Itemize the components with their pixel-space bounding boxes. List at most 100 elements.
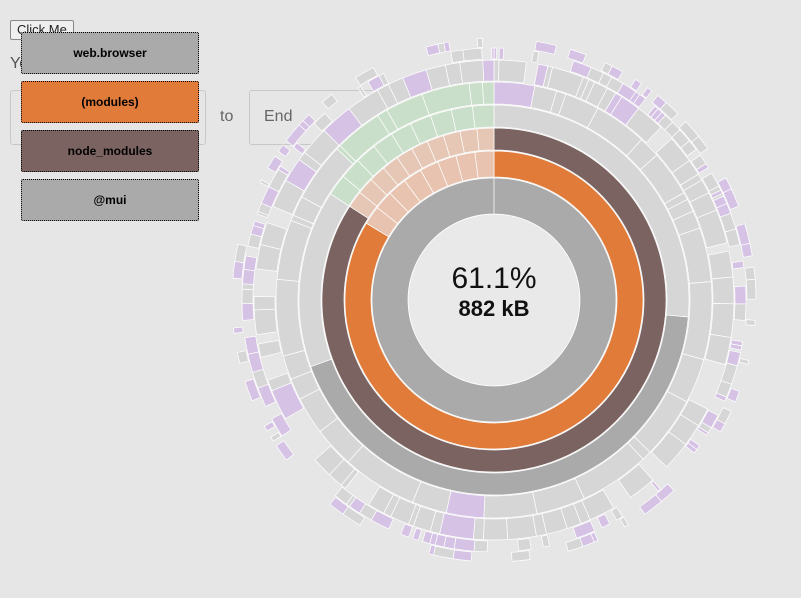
sunburst-segment[interactable] bbox=[639, 494, 662, 515]
sunburst-segment[interactable] bbox=[445, 490, 486, 519]
sunburst-segment[interactable] bbox=[244, 335, 260, 355]
sunburst-segment[interactable] bbox=[498, 47, 505, 60]
sunburst-segment[interactable] bbox=[357, 85, 367, 98]
sunburst-segment[interactable] bbox=[400, 523, 413, 538]
sunburst-segment[interactable] bbox=[691, 135, 709, 155]
breadcrumb[interactable]: (modules) bbox=[21, 81, 199, 123]
sunburst-segment[interactable] bbox=[685, 442, 698, 454]
sunburst-segment[interactable] bbox=[641, 87, 653, 99]
sunburst-segment[interactable] bbox=[498, 59, 527, 84]
sunburst-segment[interactable] bbox=[452, 549, 473, 562]
sunburst-segment[interactable] bbox=[714, 392, 727, 402]
sunburst-segment[interactable] bbox=[483, 518, 509, 541]
breadcrumb[interactable]: @mui bbox=[21, 179, 199, 221]
sunburst-segment[interactable] bbox=[257, 339, 282, 358]
sunburst-segment[interactable] bbox=[482, 81, 495, 105]
sunburst-segment[interactable] bbox=[267, 372, 292, 392]
sunburst-segment[interactable] bbox=[483, 491, 538, 519]
sunburst-segment[interactable] bbox=[275, 440, 295, 461]
sunburst-segment[interactable] bbox=[680, 140, 697, 157]
sunburst-segment[interactable] bbox=[253, 308, 278, 336]
sunburst-segment[interactable] bbox=[334, 486, 354, 505]
sunburst-segment[interactable] bbox=[618, 463, 654, 498]
sunburst-segment[interactable] bbox=[630, 79, 642, 92]
sunburst-segment[interactable] bbox=[468, 81, 484, 106]
sunburst-segment[interactable] bbox=[450, 49, 465, 63]
sunburst-segment[interactable] bbox=[724, 228, 741, 248]
sunburst-segment[interactable] bbox=[313, 112, 333, 132]
sunburst-segment[interactable] bbox=[368, 486, 394, 514]
sunburst-segment[interactable] bbox=[439, 512, 476, 540]
sunburst-segment[interactable] bbox=[650, 480, 661, 492]
breadcrumb[interactable]: node_modules bbox=[21, 130, 199, 172]
sunburst-segment[interactable] bbox=[531, 50, 540, 64]
sunburst-segment[interactable] bbox=[610, 506, 623, 521]
sunburst-segment[interactable] bbox=[733, 303, 747, 321]
sunburst-segment[interactable] bbox=[696, 426, 709, 436]
sunburst-segment[interactable] bbox=[241, 303, 255, 321]
sunburst-segment[interactable] bbox=[712, 419, 726, 433]
sunburst-segment[interactable] bbox=[734, 285, 747, 305]
sunburst-segment[interactable] bbox=[731, 260, 745, 270]
sunburst-segment[interactable] bbox=[277, 165, 291, 176]
sunburst-segment[interactable] bbox=[422, 530, 433, 545]
sunburst-segment[interactable] bbox=[428, 544, 436, 556]
sunburst-segment[interactable] bbox=[565, 537, 584, 552]
sunburst-segment[interactable] bbox=[650, 431, 687, 468]
sunburst-segment[interactable] bbox=[378, 72, 389, 86]
sunburst-segment[interactable] bbox=[259, 179, 270, 187]
sunburst-segment[interactable] bbox=[491, 47, 495, 60]
sunburst-segment[interactable] bbox=[493, 59, 500, 82]
sunburst-segment[interactable] bbox=[277, 144, 291, 157]
sunburst-segment[interactable] bbox=[242, 268, 256, 285]
sunburst-segment[interactable] bbox=[619, 516, 629, 528]
sunburst-segment[interactable] bbox=[344, 150, 644, 450]
sunburst-segment[interactable] bbox=[321, 127, 667, 473]
sunburst-segment[interactable] bbox=[476, 37, 484, 48]
sunburst-segment[interactable] bbox=[271, 413, 292, 437]
sunburst-segment[interactable] bbox=[232, 260, 245, 280]
sunburst-segment[interactable] bbox=[659, 102, 679, 121]
sunburst-segment[interactable] bbox=[540, 534, 550, 548]
sunburst-segment[interactable] bbox=[493, 47, 497, 60]
sunburst-segment[interactable] bbox=[707, 250, 734, 280]
sunburst-segment[interactable] bbox=[236, 350, 249, 364]
sunburst-segment[interactable] bbox=[738, 357, 750, 365]
sunburst-segment[interactable] bbox=[474, 150, 495, 179]
sunburst-segment[interactable] bbox=[472, 104, 495, 129]
sunburst-segment[interactable] bbox=[607, 65, 624, 81]
sunburst-segment[interactable] bbox=[252, 220, 266, 230]
sunburst-segment[interactable] bbox=[233, 326, 244, 334]
sunburst-segment[interactable] bbox=[329, 496, 349, 515]
sunburst-segment[interactable] bbox=[355, 66, 378, 86]
sunburst-segment[interactable] bbox=[263, 421, 276, 432]
sunburst-segment[interactable] bbox=[726, 387, 740, 403]
sunburst-segment[interactable] bbox=[462, 47, 483, 62]
sunburst-segment[interactable] bbox=[493, 81, 536, 108]
sunburst-segment[interactable] bbox=[744, 266, 756, 281]
sunburst-segment[interactable] bbox=[244, 378, 261, 402]
sunburst-segment[interactable] bbox=[260, 222, 288, 250]
breadcrumb[interactable]: web.browser bbox=[21, 32, 199, 74]
sunburst-segment[interactable] bbox=[711, 276, 735, 305]
sunburst-segment[interactable] bbox=[270, 431, 282, 442]
sunburst-segment[interactable] bbox=[293, 142, 307, 155]
sunburst-segment[interactable] bbox=[241, 288, 254, 305]
sunburst-segment[interactable] bbox=[720, 362, 738, 385]
sunburst-segment[interactable] bbox=[632, 93, 647, 108]
sunburst-segment[interactable] bbox=[476, 127, 495, 152]
sunburst-segment[interactable] bbox=[511, 550, 531, 562]
sunburst-segment[interactable] bbox=[567, 48, 587, 64]
sunburst-segment[interactable] bbox=[517, 537, 532, 552]
sunburst-segment[interactable] bbox=[302, 114, 316, 128]
sunburst-segment[interactable] bbox=[696, 163, 709, 174]
sunburst-segment[interactable] bbox=[314, 445, 345, 476]
sunburst-segment[interactable] bbox=[321, 93, 338, 110]
sunburst-segment[interactable] bbox=[696, 209, 728, 249]
sunburst-segment[interactable] bbox=[453, 537, 476, 552]
sunburst-segment[interactable] bbox=[729, 343, 743, 351]
sunburst-segment[interactable] bbox=[745, 278, 757, 300]
sunburst-segment[interactable] bbox=[709, 303, 735, 338]
sunburst-segment[interactable] bbox=[534, 41, 557, 55]
sunburst-segment[interactable] bbox=[625, 107, 662, 144]
